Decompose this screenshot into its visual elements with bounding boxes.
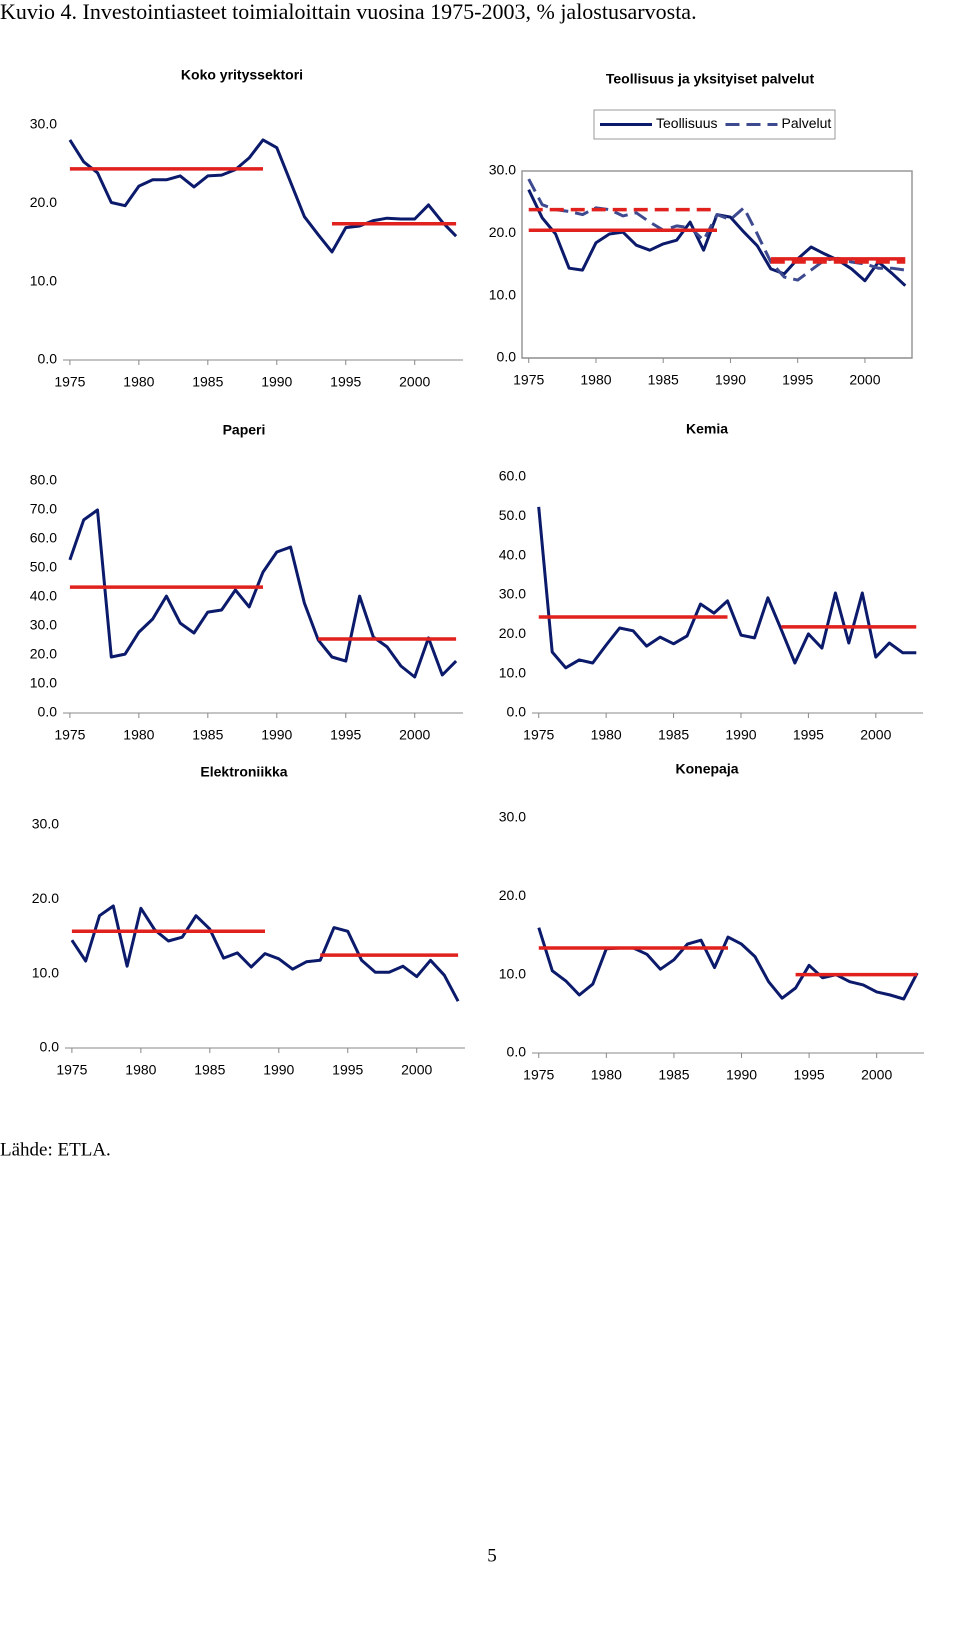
x-tick-label: 1985 [192,727,223,743]
x-tick-label: 1980 [591,1067,622,1083]
x-tick-label: 2000 [399,727,430,743]
y-tick-label: 30.0 [30,617,57,633]
y-tick-label: 10.0 [30,675,57,691]
x-tick-label: 2000 [401,1062,432,1078]
chart-title: Koko yrityssektori [181,67,303,83]
x-tick-label: 2000 [399,374,430,390]
x-tick-label: 1985 [192,374,223,390]
y-tick-label: 20.0 [30,646,57,662]
chart-title: Paperi [223,422,266,438]
page-number: 5 [487,1545,497,1566]
y-tick-label: 20.0 [489,224,516,240]
y-tick-label: 20.0 [30,194,57,210]
plot-frame [521,170,913,359]
x-tick-label: 1995 [794,1067,825,1083]
y-tick-label: 40.0 [30,588,57,604]
x-tick-label: 1995 [332,1062,363,1078]
legend-label: Palvelut [781,115,831,131]
y-tick-label: 10.0 [489,286,516,302]
chart-title: Teollisuus ja yksityiset palvelut [606,71,815,87]
chart: Teollisuus ja yksityiset palvelut 0.0 10.0… [489,71,913,388]
y-tick-label: 50.0 [30,559,57,575]
x-tick-label: 1990 [715,372,746,388]
y-tick-label: 0.0 [497,349,517,365]
y-tick-label: 60.0 [499,468,526,484]
y-tick-label: 80.0 [30,472,57,488]
x-tick-label: 1980 [591,727,622,743]
y-tick-label: 30.0 [489,162,516,178]
x-tick-label: 1975 [513,372,544,388]
x-tick-label: 1975 [54,374,85,390]
source: Lähde: ETLA. [0,1139,111,1160]
x-tick-label: 1995 [330,374,361,390]
series-line [537,506,917,670]
y-tick-label: 0.0 [507,1044,527,1060]
x-tick-label: 2000 [849,372,880,388]
y-tick-label: 0.0 [38,351,58,367]
x-tick-label: 2000 [861,1067,892,1083]
y-tick-label: 10.0 [499,965,526,981]
x-tick-label: 1980 [123,374,154,390]
series-line [527,189,907,287]
figure-title: Kuvio 4. Investointiasteet toimialoittai… [0,0,697,24]
y-tick-label: 30.0 [32,816,59,832]
series-line [70,904,460,1002]
x-tick-label: 1985 [194,1062,225,1078]
x-tick-label: 1980 [580,372,611,388]
x-tick-label: 1985 [658,727,689,743]
chart: Paperi 0.0 10.0 20.0 30.0 40.0 50.0 60.0 70.0 80.… [30,422,463,743]
chart: Koko yrityssektori 0.0 10.0 20.0 30.0 1975 198… [30,67,463,390]
x-tick-label: 1980 [125,1062,156,1078]
y-tick-label: 0.0 [38,704,58,720]
series-line [68,508,458,679]
y-tick-label: 30.0 [499,586,526,602]
chart-title: Kemia [686,421,728,437]
y-tick-label: 40.0 [499,546,526,562]
x-tick-label: 1985 [658,1067,689,1083]
x-tick-label: 1990 [725,727,756,743]
y-tick-label: 30.0 [30,116,57,132]
y-tick-label: 30.0 [499,809,526,825]
y-tick-label: 20.0 [32,890,59,906]
x-tick-label: 1975 [54,727,85,743]
x-tick-label: 1975 [523,1067,554,1083]
x-tick-label: 1975 [56,1062,87,1078]
y-tick-label: 10.0 [32,964,59,980]
x-tick-label: 1975 [523,727,554,743]
x-tick-label: 1995 [330,727,361,743]
x-tick-label: 2000 [860,727,891,743]
chart: Kemia 0.0 10.0 20.0 30.0 40.0 50.0 60.0 1975 1980… [499,421,923,743]
y-tick-label: 10.0 [499,664,526,680]
y-tick-label: 50.0 [499,507,526,523]
y-tick-label: 10.0 [30,272,57,288]
series-line [537,927,919,1001]
x-tick-label: 1990 [726,1067,757,1083]
x-tick-label: 1995 [793,727,824,743]
x-tick-label: 1990 [261,374,292,390]
y-tick-label: 0.0 [507,704,527,720]
y-tick-label: 60.0 [30,530,57,546]
chart: Konepaja 0.0 10.0 20.0 30.0 1975 1980 1985 1990 1… [499,761,924,1083]
y-tick-label: 70.0 [30,501,57,517]
y-tick-label: 20.0 [499,625,526,641]
chart: Elektroniikka 0.0 10.0 20.0 30.0 1975 1980 1985… [32,764,465,1078]
y-tick-label: 20.0 [499,887,526,903]
chart-title: Konepaja [675,761,738,777]
legend-label: Teollisuus [656,115,717,131]
series-line [68,138,458,254]
series-line [527,178,906,282]
x-tick-label: 1995 [782,372,813,388]
x-tick-label: 1980 [123,727,154,743]
chart-title: Elektroniikka [200,764,287,780]
y-tick-label: 0.0 [40,1039,60,1055]
x-tick-label: 1985 [648,372,679,388]
x-tick-label: 1990 [261,727,292,743]
x-tick-label: 1990 [263,1062,294,1078]
